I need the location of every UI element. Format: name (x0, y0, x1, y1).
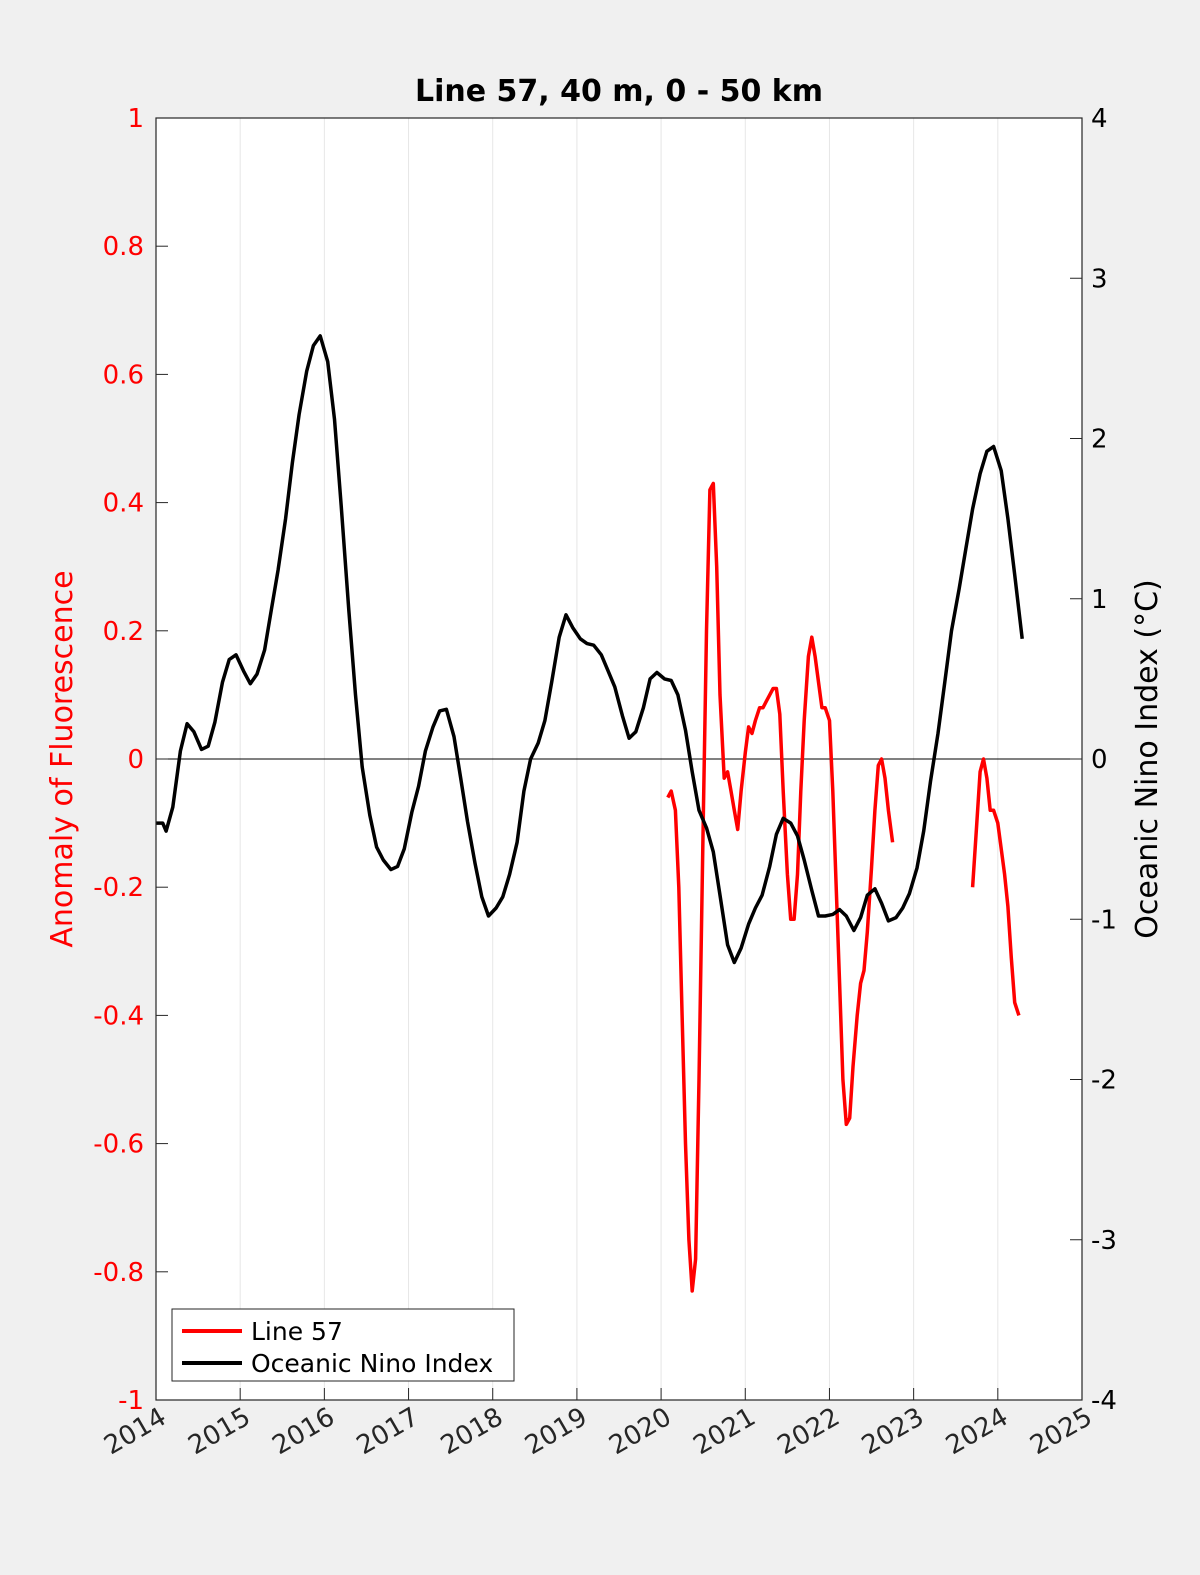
legend: Line 57 Oceanic Nino Index (171, 1308, 515, 1382)
left-axis-ticks: 1 0.8 0.6 0.4 0.2 0 -0.2 -0.4 -0.6 -0.8 -1 (93, 104, 168, 1416)
left-tick-label: 0.4 (103, 489, 144, 519)
x-tick-label: 2022 (773, 1402, 845, 1461)
right-tick-label: -2 (1091, 1066, 1117, 1096)
right-tick-label: 1 (1091, 585, 1108, 615)
right-axis-label: Oceanic Nino Index (°C) (1130, 579, 1165, 939)
left-tick-label: 0.6 (103, 360, 144, 390)
legend-box (171, 1308, 515, 1382)
left-tick-label: -0.8 (93, 1258, 144, 1288)
x-tick-label: 2023 (857, 1402, 929, 1461)
left-tick-label: -0.4 (93, 1001, 144, 1031)
series-line-57 (970, 757, 1021, 1016)
right-tick-label: 3 (1091, 264, 1108, 294)
x-tick-label: 2017 (352, 1402, 424, 1461)
legend-label-oni: Oceanic Nino Index (251, 1349, 493, 1378)
x-tick-label: 2016 (268, 1402, 340, 1461)
left-tick-label: -0.2 (93, 873, 144, 903)
right-tick-label: 4 (1091, 104, 1108, 134)
x-tick-label: 2025 (1025, 1402, 1097, 1461)
left-axis-label: Anomaly of Fluorescence (45, 570, 80, 947)
right-tick-label: 0 (1091, 745, 1108, 775)
right-tick-label: 2 (1091, 425, 1108, 455)
left-tick-label: -0.6 (93, 1130, 144, 1160)
x-tick-label: 2021 (688, 1402, 760, 1461)
series-line-57 (666, 481, 895, 1293)
x-tick-label: 2020 (604, 1402, 676, 1461)
right-tick-label: -4 (1091, 1386, 1117, 1416)
series-layer (156, 334, 1024, 1293)
left-tick-label: 0 (127, 745, 144, 775)
right-tick-label: -1 (1091, 905, 1117, 935)
x-tick-label: 2018 (436, 1402, 508, 1461)
legend-label-line-57: Line 57 (251, 1317, 343, 1346)
series-oceanic-nino-index (156, 334, 1024, 965)
left-tick-label: 1 (127, 104, 144, 134)
left-tick-label: -1 (118, 1386, 144, 1416)
right-tick-label: -3 (1091, 1226, 1117, 1256)
right-axis-ticks: 4 3 2 1 0 -1 -2 -3 -4 (1070, 104, 1117, 1416)
chart-title: Line 57, 40 m, 0 - 50 km (415, 74, 823, 109)
left-tick-label: 0.8 (103, 232, 144, 262)
left-tick-label: 0.2 (103, 617, 144, 647)
x-tick-label: 2019 (520, 1402, 592, 1461)
x-tick-label: 2015 (183, 1402, 255, 1461)
x-tick-label: 2024 (941, 1402, 1013, 1461)
